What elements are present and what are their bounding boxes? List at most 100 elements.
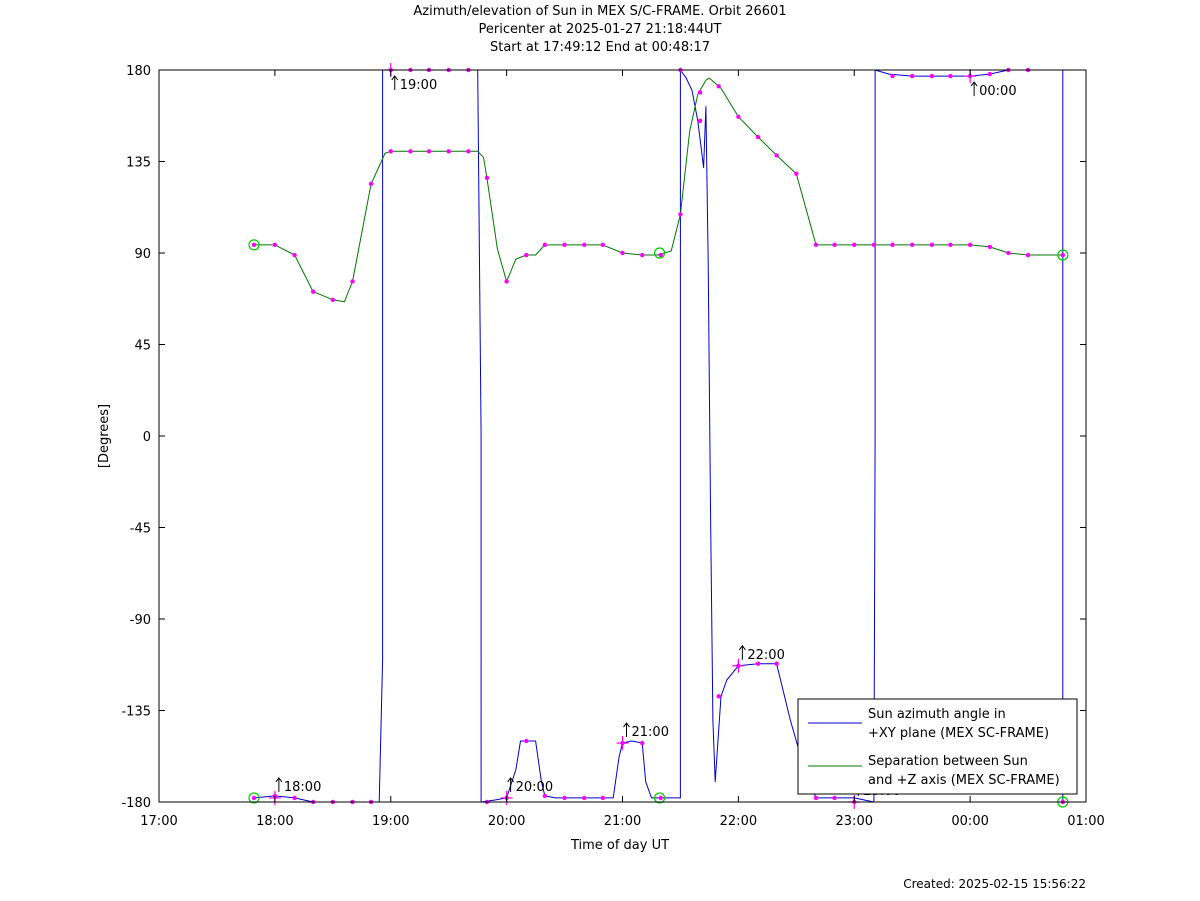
data-point-marker <box>251 795 257 801</box>
data-point-marker <box>524 252 529 258</box>
data-point-marker <box>890 73 895 79</box>
x-tick-label: 19:00 <box>372 814 409 829</box>
endpoint-marker <box>653 247 666 259</box>
hour-label: 00:00 <box>979 84 1016 99</box>
y-axis-label: [Degrees] <box>97 404 112 468</box>
data-point-marker <box>292 252 297 258</box>
data-point-marker <box>755 134 761 140</box>
data-point-marker <box>678 212 683 217</box>
hour-label: 20:00 <box>516 780 553 795</box>
data-point-marker <box>388 149 393 154</box>
hour-label: 22:00 <box>747 648 784 663</box>
data-point-marker <box>446 149 451 154</box>
data-point-marker <box>408 149 413 154</box>
data-point-marker <box>658 795 663 801</box>
chart-subtitle-time-range: Start at 17:49:12 End at 00:48:17 <box>489 40 711 55</box>
data-point-marker <box>948 73 953 79</box>
chart-subtitle-pericenter: Pericenter at 2025-01-27 21:18:44UT <box>478 22 722 37</box>
data-point-marker <box>582 795 587 801</box>
x-tick-label: 00:00 <box>951 814 988 829</box>
hour-arrow-head <box>507 777 515 783</box>
data-point-marker <box>426 149 432 154</box>
data-point-marker <box>929 73 935 79</box>
data-point-marker <box>562 242 567 248</box>
data-point-marker <box>600 795 606 801</box>
data-point-marker <box>774 153 779 158</box>
data-point-marker <box>948 242 953 248</box>
data-point-marker <box>832 795 837 801</box>
x-tick-label: 17:00 <box>140 814 177 829</box>
hour-label: 18:00 <box>284 780 321 795</box>
legend-box <box>797 698 1078 795</box>
data-point-marker <box>716 694 721 699</box>
x-tick-label: 23:00 <box>836 814 873 829</box>
data-point-marker <box>368 181 374 187</box>
data-point-marker <box>736 114 741 119</box>
data-point-marker <box>466 149 471 154</box>
data-point-marker <box>909 73 915 79</box>
data-point-marker <box>890 242 895 248</box>
hour-arrow-head <box>391 75 399 81</box>
plot-frame <box>158 69 1087 803</box>
data-point-marker <box>871 242 877 248</box>
hour-arrow-head <box>738 644 746 651</box>
series-line-azimuth <box>253 69 1064 803</box>
data-point-marker <box>967 242 973 248</box>
data-point-marker <box>813 242 819 248</box>
x-tick-label: 20:00 <box>488 814 525 829</box>
data-point-marker <box>582 242 587 248</box>
data-point-marker <box>929 242 935 248</box>
endpoint-marker <box>248 792 260 804</box>
endpoint-marker <box>1057 249 1069 261</box>
data-point-marker <box>1025 252 1031 258</box>
data-point-marker <box>350 279 355 284</box>
data-point-marker <box>620 250 625 256</box>
data-point-marker <box>330 297 336 302</box>
data-point-marker <box>562 795 567 801</box>
data-point-marker <box>272 242 278 248</box>
endpoint-marker <box>248 239 260 251</box>
hour-arrow-head <box>970 81 978 87</box>
data-point-marker <box>639 740 645 746</box>
data-point-marker <box>794 171 799 176</box>
legend: Sun azimuth angle in +XY plane (MEX SC-F… <box>797 698 1078 795</box>
data-point-marker <box>987 71 993 77</box>
y-tick-label: 45 <box>134 339 151 354</box>
data-point-marker <box>504 279 509 284</box>
data-point-marker <box>755 661 761 666</box>
data-point-marker <box>484 175 490 180</box>
data-point-marker <box>1006 250 1011 256</box>
x-tick-label: 01:00 <box>1067 814 1104 829</box>
y-tick-label: -135 <box>121 705 151 720</box>
data-point-marker <box>852 242 857 248</box>
x-tick-label: 21:00 <box>604 814 641 829</box>
y-tick-label: 90 <box>134 247 151 262</box>
x-axis-label: Time of day UT <box>570 838 669 853</box>
data-point-marker <box>1060 252 1066 258</box>
y-tick-label: 180 <box>126 64 151 79</box>
legend-label-separation: Separation between Sun and +Z axis (MEX … <box>868 754 1060 788</box>
hour-arrow-head <box>623 722 630 728</box>
data-point-marker <box>813 795 819 801</box>
data-point-marker <box>658 252 663 258</box>
data-point-marker <box>774 661 779 666</box>
data-point-marker <box>987 244 993 250</box>
data-point-marker <box>310 289 316 294</box>
data-point-marker <box>639 252 645 258</box>
data-point-marker <box>524 738 529 744</box>
chart-title: Azimuth/elevation of Sun in MEX S/C-FRAM… <box>413 4 787 19</box>
y-tick-label: -45 <box>130 522 151 537</box>
hour-label: 21:00 <box>632 725 669 740</box>
hour-label: 19:00 <box>400 78 437 93</box>
data-point-marker <box>697 118 703 124</box>
data-point-marker <box>909 242 915 248</box>
data-point-marker <box>697 90 703 95</box>
data-point-marker <box>292 795 297 801</box>
legend-label-azimuth: Sun azimuth angle in +XY plane (MEX SC-F… <box>868 707 1049 741</box>
data-point-marker <box>832 242 837 248</box>
x-tick-label: 22:00 <box>720 814 757 829</box>
endpoint-marker <box>653 792 666 804</box>
created-timestamp: Created: 2025-02-15 15:56:22 <box>903 877 1086 891</box>
x-tick-label: 18:00 <box>256 814 293 829</box>
